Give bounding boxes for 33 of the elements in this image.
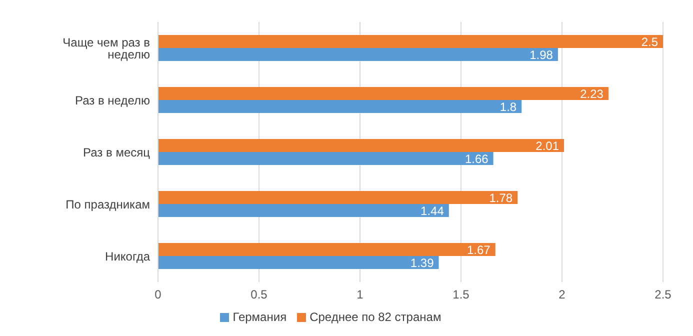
x-tick-label: 2.5 <box>654 288 672 302</box>
data-label: 1.44 <box>420 204 444 218</box>
data-label: 1.66 <box>464 152 489 166</box>
bar <box>158 87 608 100</box>
data-label: 2.5 <box>641 34 658 49</box>
x-tick-label: 2 <box>558 288 566 302</box>
bar <box>158 48 558 61</box>
bar <box>158 152 494 165</box>
data-label: 1.67 <box>466 242 491 257</box>
data-label: 1.39 <box>410 256 434 270</box>
bar <box>158 100 522 113</box>
bar <box>158 243 496 256</box>
y-tick-label: Раз в месяц <box>83 145 150 160</box>
legend-label: Германия <box>232 310 287 324</box>
bar <box>158 139 564 152</box>
y-tick-label: Никогда <box>105 249 150 264</box>
x-tick-label: 0.5 <box>250 288 268 302</box>
bar <box>158 35 663 48</box>
x-tick-label: 0 <box>154 288 162 302</box>
bar <box>158 256 439 269</box>
bar <box>158 204 449 217</box>
data-label: 2.23 <box>580 86 604 101</box>
x-tick-label: 1.5 <box>452 288 470 302</box>
bar <box>158 191 518 204</box>
legend-label: Среднее по 82 странам <box>310 310 442 324</box>
data-label: 1.78 <box>489 190 513 205</box>
y-tick-label: Чаще чем раз в неделю <box>62 35 150 62</box>
data-label: 2.01 <box>536 138 560 153</box>
x-tick-label: 1 <box>356 288 364 302</box>
data-label: 1.8 <box>500 100 517 114</box>
y-tick-label: Раз в неделю <box>74 93 150 108</box>
data-label: 1.98 <box>530 48 554 62</box>
y-tick-label: По праздникам <box>66 197 150 212</box>
